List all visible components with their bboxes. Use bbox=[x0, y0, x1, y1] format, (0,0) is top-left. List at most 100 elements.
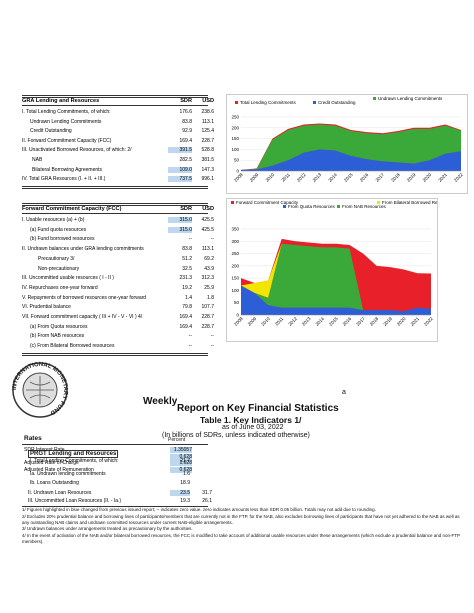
legend-swatch bbox=[337, 205, 340, 208]
y-tick-label: 200 bbox=[231, 263, 239, 268]
chart-lending: 0 50 100 150 200 250 2008 2009 2010 2011 2012 2013 2… bbox=[226, 94, 468, 194]
rule bbox=[22, 352, 208, 356]
prgt-header: PRGT Lending and Resources bbox=[28, 450, 119, 458]
rate-value: 0.628 bbox=[170, 466, 192, 473]
rule bbox=[22, 185, 208, 189]
x-tick-label: 2018 bbox=[390, 172, 401, 183]
legend-label: From Quota Resources bbox=[288, 204, 336, 209]
row-label: (a) Fund quota resources bbox=[30, 226, 87, 233]
rates-header: Percent bbox=[168, 437, 186, 443]
prgt-value: 26.1 bbox=[202, 498, 212, 504]
legend-swatch bbox=[313, 101, 316, 104]
x-tick-label: 2017 bbox=[375, 172, 386, 183]
x-tick-label: 2022 bbox=[423, 316, 434, 327]
sdr-value: -- bbox=[188, 236, 192, 243]
row-label: Bilateral Borrowing Agreements bbox=[32, 166, 103, 173]
sdr-value: 169.4 bbox=[179, 314, 192, 320]
legend-label: Credit Outstanding bbox=[318, 100, 356, 105]
report-date: as of June 03, 2022 bbox=[222, 424, 284, 431]
sdr-value: 19.2 bbox=[182, 284, 192, 291]
prgt-label: II. Undrawn Loan Resources bbox=[28, 490, 92, 496]
y-tick-label: 350 bbox=[231, 227, 239, 232]
rate-value: 0.628 bbox=[170, 453, 192, 460]
rule bbox=[22, 506, 208, 507]
row-label: VI. Prudential balance bbox=[22, 304, 71, 311]
row-label: VII. Forward commitment capacity ( III +… bbox=[22, 314, 143, 320]
x-tick-label: 2012 bbox=[296, 172, 307, 183]
rate-label: Adjusted Rate of Charge bbox=[24, 460, 79, 466]
x-tick-label: 2020 bbox=[396, 316, 407, 327]
usd-value: 425.5 bbox=[201, 217, 214, 223]
x-tick-label: 2019 bbox=[382, 316, 393, 327]
stacked-area bbox=[241, 243, 431, 312]
prgt-value: 18.9 bbox=[180, 480, 190, 486]
usd-value: 228.7 bbox=[201, 323, 214, 330]
sdr-value: 169.4 bbox=[179, 323, 192, 330]
rule bbox=[22, 203, 208, 206]
rate-label: Adjusted Rate of Remuneration bbox=[24, 466, 94, 473]
rate-value: 1.628 bbox=[170, 460, 192, 466]
row-label: IV. Total GRA Resources (I. + II. + III.… bbox=[22, 176, 106, 183]
sdr-value: 169.4 bbox=[179, 137, 192, 144]
usd-value: 228.7 bbox=[201, 137, 214, 144]
y-tick-label: 100 bbox=[231, 147, 239, 152]
row-label: Undrawn Lending Commitments bbox=[30, 118, 102, 125]
sdr-value: 109.0 bbox=[168, 166, 192, 173]
table-header: GRA Lending and Resources bbox=[22, 98, 100, 104]
x-tick-label: 2018 bbox=[369, 316, 380, 327]
table-header: Forward Commitment Capacity (FCC) bbox=[22, 206, 122, 212]
sdr-value: 83.8 bbox=[182, 246, 192, 253]
usd-value: 312.3 bbox=[201, 275, 214, 282]
row-label: Non-precautionary bbox=[38, 265, 80, 272]
row-label: III. Uncommitted usable resources ( I - … bbox=[22, 275, 114, 282]
table-title: Table 1. Key Indicators 1/ bbox=[200, 415, 302, 425]
prgt-value: 1.6 bbox=[183, 471, 190, 477]
legend-swatch bbox=[373, 97, 376, 100]
y-tick-label: 250 bbox=[231, 115, 239, 120]
stacked-area bbox=[241, 149, 461, 171]
usd-value: 125.4 bbox=[201, 128, 214, 135]
row-label: IV. Repurchases one-year forward bbox=[22, 284, 98, 291]
x-tick-label: 2015 bbox=[328, 316, 339, 327]
legend-label: From NAB Resources bbox=[342, 204, 387, 209]
prgt-label: III. Uncommitted Loan Resources (II. - I… bbox=[28, 498, 122, 504]
footnote: 2/ Excludes 20% prudential balance and b… bbox=[22, 514, 460, 525]
weekly: Weekly bbox=[143, 396, 178, 407]
x-tick-label: 2014 bbox=[315, 316, 326, 327]
y-tick-label: 50 bbox=[234, 300, 240, 305]
row-label: NAB bbox=[32, 157, 43, 163]
row-label: II. Undrawn balances under GRA lending c… bbox=[22, 246, 144, 253]
imf-logo: INTERNATIONAL MONETARY FUND bbox=[12, 362, 68, 418]
rule bbox=[22, 105, 208, 106]
table-header: USD bbox=[202, 98, 214, 104]
x-tick-label: 2020 bbox=[422, 172, 433, 183]
usd-value: 147.3 bbox=[201, 166, 214, 173]
legend-label: From Bilateral Borrowed Resources bbox=[382, 200, 438, 205]
x-tick-label: 2010 bbox=[260, 316, 271, 327]
usd-value: -- bbox=[210, 343, 214, 350]
rates-header: Rates bbox=[24, 435, 42, 442]
sdr-value: 1.4 bbox=[185, 294, 192, 301]
usd-value: 1.8 bbox=[207, 294, 214, 301]
row-label: (b) Fund borrowed resources bbox=[30, 236, 95, 243]
x-tick-label: 2009 bbox=[249, 172, 260, 183]
prgt-label: Ib. Loans Outstanding bbox=[30, 480, 79, 486]
row-label: (a) From Quota resources bbox=[30, 323, 88, 330]
x-tick-label: 2010 bbox=[265, 172, 276, 183]
table-header: SDR bbox=[180, 98, 192, 104]
prgt-label: Ia. Undrawn lending commitments bbox=[30, 471, 106, 477]
usd-value: 69.2 bbox=[204, 255, 214, 262]
prgt-value: 21.7 bbox=[180, 458, 190, 464]
x-tick-label: 2013 bbox=[301, 316, 312, 327]
prgt-value: 19.3 bbox=[180, 498, 190, 504]
rule bbox=[22, 444, 208, 445]
footnote: 4/ In the event of activation of the NAB… bbox=[22, 533, 460, 544]
x-tick-label: 2019 bbox=[406, 172, 417, 183]
sdr-value: 315.0 bbox=[168, 217, 192, 223]
row-label: II. Forward Commitment Capacity (FCC) bbox=[22, 137, 112, 144]
prgt-value: 31.7 bbox=[202, 490, 212, 496]
y-tick-label: 50 bbox=[234, 158, 240, 163]
legend-label: Forward Commitment Capacity bbox=[236, 200, 299, 205]
row-label: Credit Outstanding bbox=[30, 128, 72, 135]
sdr-value: 79.8 bbox=[182, 304, 192, 311]
